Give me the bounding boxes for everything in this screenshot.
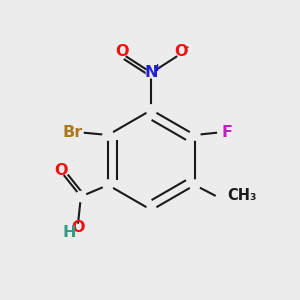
Circle shape (146, 105, 157, 115)
Text: O: O (71, 220, 85, 236)
Circle shape (103, 130, 113, 140)
Text: CH₃: CH₃ (227, 188, 256, 203)
Text: Br: Br (63, 124, 83, 140)
Text: F: F (221, 124, 232, 140)
Text: N: N (145, 65, 158, 80)
Circle shape (76, 191, 86, 202)
Circle shape (190, 130, 200, 140)
Text: O: O (116, 44, 129, 59)
Text: O: O (174, 44, 188, 59)
Circle shape (190, 180, 200, 190)
Text: +: + (153, 64, 162, 74)
Circle shape (146, 205, 157, 215)
Text: H: H (62, 225, 76, 240)
Circle shape (146, 68, 157, 78)
Text: O: O (54, 163, 68, 178)
Circle shape (103, 180, 113, 190)
Text: -: - (184, 41, 189, 54)
